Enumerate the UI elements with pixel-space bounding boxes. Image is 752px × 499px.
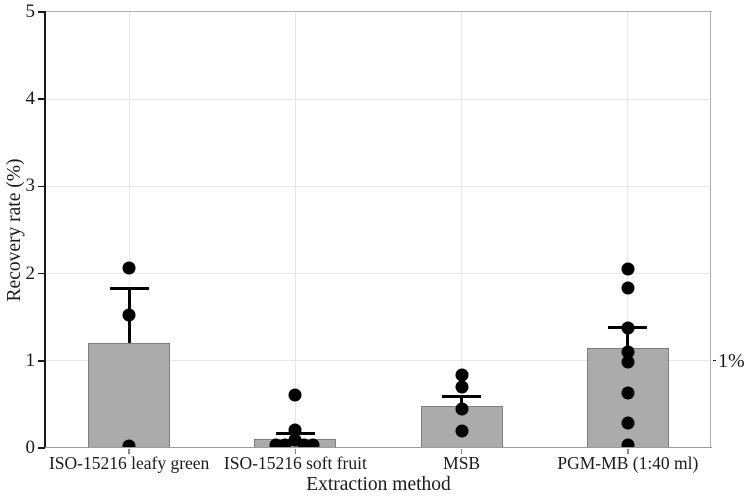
data-point-4-7 xyxy=(621,416,635,430)
x-axis-title: Extraction method xyxy=(306,474,451,495)
error-bar-line-3 xyxy=(460,396,464,407)
data-point-2-6 xyxy=(297,438,311,448)
h-gridline-4 xyxy=(46,98,711,100)
x-tick-2 xyxy=(294,448,297,454)
data-point-1-3 xyxy=(122,439,136,448)
y-tick-4 xyxy=(38,98,45,101)
x-tick-1 xyxy=(128,448,130,454)
plot-frame-right xyxy=(710,12,712,448)
data-point-1-1 xyxy=(122,261,136,275)
v-gridline-1 xyxy=(128,12,130,448)
v-gridline-4 xyxy=(627,12,629,448)
error-bar-cap-3 xyxy=(442,394,482,399)
y-tick-0 xyxy=(38,447,45,449)
h-gridline-1 xyxy=(46,360,711,362)
data-point-4-5 xyxy=(621,355,635,369)
data-point-2-7 xyxy=(306,438,320,448)
data-point-4-8 xyxy=(621,438,635,448)
y-tick-label-0: 0 xyxy=(25,437,36,458)
y-axis-title: Recovery rate (%) xyxy=(4,158,25,302)
plot-area xyxy=(46,12,711,448)
x-tick-4 xyxy=(627,448,629,454)
data-point-1-2 xyxy=(122,308,136,322)
x-axis-line xyxy=(44,446,712,449)
y-tick-label-2: 2 xyxy=(25,262,36,284)
bar-1 xyxy=(88,343,171,448)
error-bar-cap-1 xyxy=(109,286,149,290)
data-point-2-5 xyxy=(278,438,292,448)
data-point-4-3 xyxy=(621,321,635,335)
v-gridline-3 xyxy=(461,12,463,448)
y-axis-line xyxy=(44,11,46,448)
data-point-2-1 xyxy=(288,388,302,402)
y-tick-label-4: 4 xyxy=(25,88,36,110)
x-category-label-1: ISO-15216 leafy green xyxy=(48,453,210,473)
error-bar-line-4 xyxy=(626,327,630,348)
y-tick-1 xyxy=(38,359,45,362)
y-tick-5 xyxy=(38,11,45,13)
x-category-label-4: PGM-MB (1:40 ml) xyxy=(557,453,699,473)
reference-line-label: 1% xyxy=(718,349,745,372)
x-category-label-3: MSB xyxy=(443,453,481,473)
h-gridline-3 xyxy=(46,185,711,187)
data-point-4-1 xyxy=(621,262,635,276)
y-tick-2 xyxy=(38,272,45,275)
v-gridline-2 xyxy=(294,12,296,448)
y-tick-3 xyxy=(38,185,45,188)
data-point-2-4 xyxy=(269,438,283,448)
plot-frame-top xyxy=(46,11,712,13)
data-point-3-2 xyxy=(455,380,469,394)
y-tick-label-3: 3 xyxy=(25,175,36,197)
data-point-3-1 xyxy=(455,368,469,382)
y-tick-label-1: 1 xyxy=(25,349,36,371)
x-category-label-2: ISO-15216 soft fruit xyxy=(223,453,367,473)
data-point-3-3 xyxy=(455,402,469,416)
data-point-3-4 xyxy=(455,424,469,438)
y-tick-label-5: 5 xyxy=(25,1,36,22)
x-tick-3 xyxy=(460,448,463,454)
data-point-2-2 xyxy=(288,423,302,437)
h-gridline-2 xyxy=(46,273,711,275)
data-point-4-6 xyxy=(621,386,635,400)
data-point-4-2 xyxy=(621,281,635,295)
